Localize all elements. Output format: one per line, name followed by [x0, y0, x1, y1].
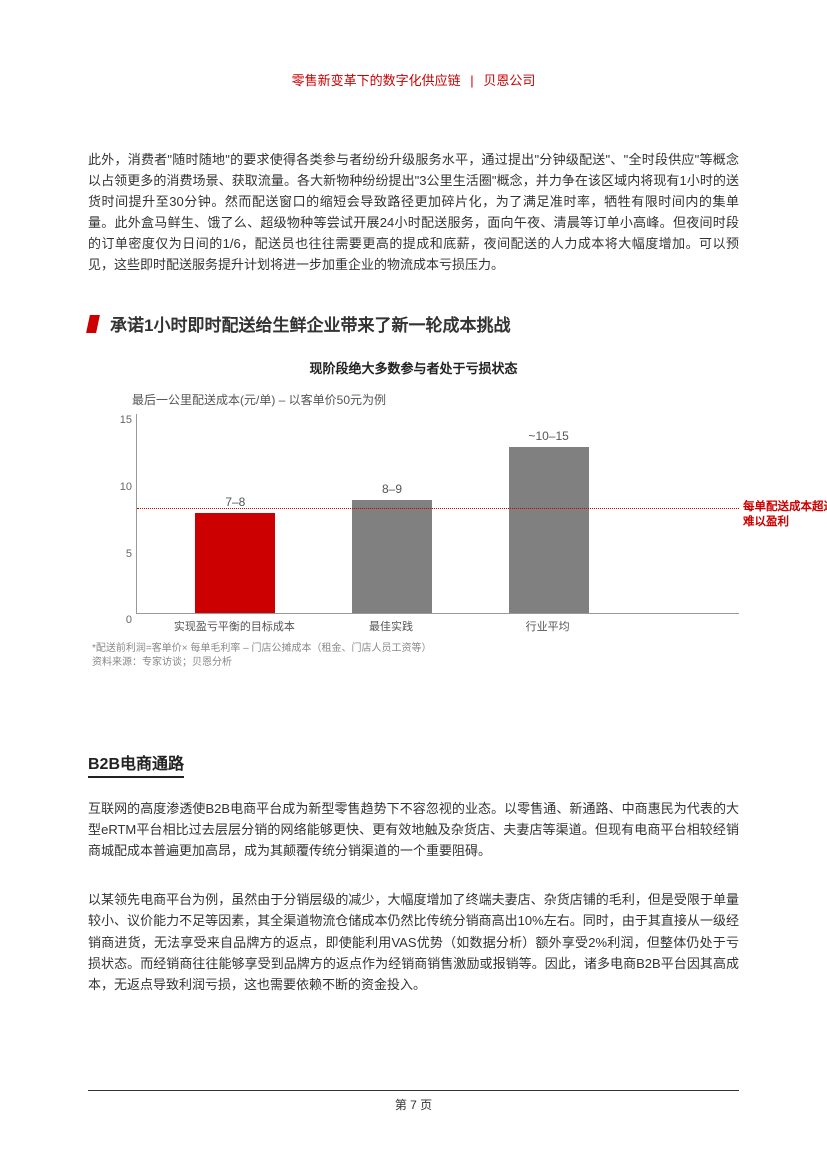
chart-title: 现阶段绝大多数参与者处于亏损状态: [88, 358, 739, 377]
header-right: 贝恩公司: [483, 73, 535, 88]
paragraph-1: 此外，消费者"随时随地"的要求使得各类参与者纷纷升级服务水平，通过提出"分钟级配…: [88, 149, 739, 275]
y-axis: 051015: [108, 414, 136, 614]
threshold-line: [137, 508, 739, 509]
header-left: 零售新变革下的数字化供应链: [292, 73, 461, 88]
chart-note-1: *配送前利润=客单价× 每单毛利率 – 门店公摊成本（租金、门店人员工资等）: [92, 642, 739, 656]
page-number: 第 7 页: [0, 1096, 827, 1113]
threshold-text: 每单配送成本超过8元便难以盈利: [743, 500, 827, 530]
bar-value-label: 8–9: [352, 482, 432, 496]
bar-value-label: ~10–15: [509, 429, 589, 443]
x-label: 实现盈亏平衡的目标成本: [164, 618, 304, 634]
footer-line: [88, 1090, 739, 1091]
red-marker-icon: [86, 315, 100, 333]
x-label: 行业平均: [478, 618, 618, 634]
chart-note-2: 资料来源：专家访谈；贝恩分析: [92, 656, 739, 670]
bar: 7–8: [195, 513, 275, 613]
paragraph-2: 互联网的高度渗透使B2B电商平台成为新型零售趋势下不容忽视的业态。以零售通、新通…: [88, 798, 739, 861]
section-title: 承诺1小时即时配送给生鲜企业带来了新一轮成本挑战: [110, 311, 510, 336]
delivery-cost-chart: 现阶段绝大多数参与者处于亏损状态 最后一公里配送成本(元/单) – 以客单价50…: [88, 358, 739, 670]
x-axis-labels: 实现盈亏平衡的目标成本 最佳实践 行业平均: [136, 616, 739, 634]
header-sep: |: [470, 73, 473, 88]
paragraph-3: 以某领先电商平台为例，虽然由于分销层级的减少，大幅度增加了终端夫妻店、杂货店铺的…: [88, 889, 739, 994]
bar: 8–9: [352, 500, 432, 613]
section-title-row: 承诺1小时即时配送给生鲜企业带来了新一轮成本挑战: [88, 311, 739, 336]
plot-area: 7–88–9~10–15每单配送成本超过8元便难以盈利: [136, 414, 739, 614]
x-label: 最佳实践: [321, 618, 461, 634]
bar: ~10–15: [509, 447, 589, 614]
heading-b2b: B2B电商通路: [88, 750, 184, 778]
chart-area: 051015 7–88–9~10–15每单配送成本超过8元便难以盈利 实现盈亏平…: [108, 414, 739, 634]
chart-notes: *配送前利润=客单价× 每单毛利率 – 门店公摊成本（租金、门店人员工资等） 资…: [92, 642, 739, 670]
page-header: 零售新变革下的数字化供应链 | 贝恩公司: [88, 70, 739, 89]
chart-subtitle: 最后一公里配送成本(元/单) – 以客单价50元为例: [132, 391, 739, 408]
